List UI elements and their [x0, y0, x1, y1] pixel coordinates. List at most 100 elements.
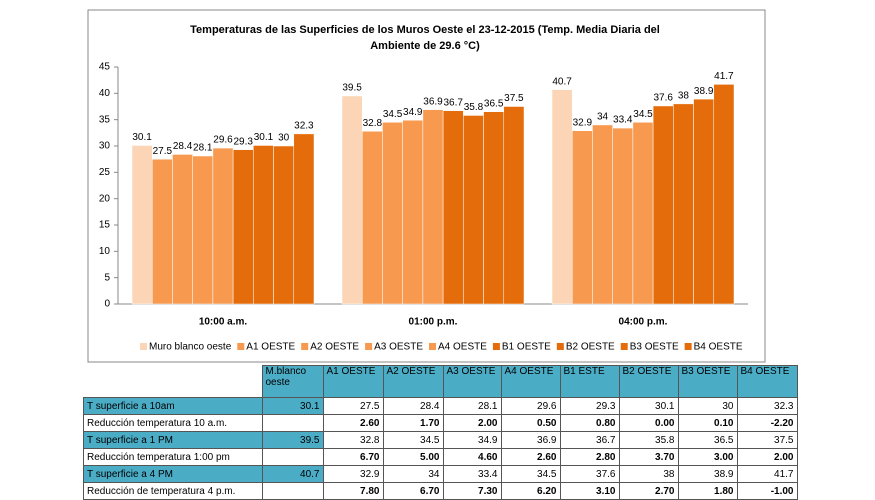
- bar: [293, 133, 315, 305]
- table-cell: -1.00: [736, 482, 798, 500]
- data-label: 38.9: [694, 86, 714, 97]
- table-cell: 2.60: [500, 448, 561, 466]
- bar: [483, 111, 505, 305]
- table-cell: 34.5: [382, 431, 444, 449]
- table-cell: 6.70: [382, 482, 444, 500]
- table-cell: 4.60: [442, 448, 502, 466]
- data-label: 38: [678, 91, 690, 102]
- y-tick-label: 45: [99, 62, 111, 73]
- bar: [592, 124, 613, 305]
- table-cell: 30.1: [618, 397, 679, 415]
- bar: [151, 158, 173, 305]
- table-cell: 37.6: [559, 465, 620, 483]
- data-label: 34: [597, 112, 609, 123]
- table-corner: [84, 366, 263, 398]
- legend-label: A1 OESTE: [246, 342, 295, 353]
- bar: [673, 103, 694, 305]
- bar: [442, 110, 464, 305]
- table-cell: 30.1: [261, 397, 324, 415]
- table-cell: 0.00: [618, 414, 679, 432]
- bar: [503, 106, 525, 305]
- table-cell: 2.00: [736, 448, 798, 466]
- data-label: 30.1: [132, 132, 152, 143]
- legend-swatch: [365, 343, 373, 350]
- column-header: A3 OESTE: [442, 365, 502, 398]
- table-cell: 2.00: [442, 414, 502, 432]
- y-tick-label: 35: [99, 114, 111, 125]
- data-label: 34.5: [633, 109, 653, 120]
- data-label: 36.5: [484, 98, 504, 109]
- table-cell: 33.4: [442, 465, 502, 483]
- column-header: B3 OESTE: [677, 365, 738, 398]
- table-cell: 6.20: [500, 482, 561, 500]
- table-cell: 32.3: [736, 397, 798, 415]
- column-header: B4 OESTE: [736, 365, 798, 398]
- table-cell: 6.70: [322, 448, 384, 466]
- table-cell: 2.60: [322, 414, 384, 432]
- y-tick-label: 25: [99, 167, 111, 178]
- bar: [402, 119, 424, 305]
- chart-title: Ambiente de 29.6 °C): [370, 40, 480, 52]
- bar: [652, 105, 674, 305]
- table-cell: 34.9: [442, 431, 502, 449]
- legend-swatch: [556, 343, 564, 350]
- table-cell: 3.10: [559, 482, 620, 500]
- bar: [192, 155, 214, 305]
- table-cell: 35.8: [618, 431, 679, 449]
- data-label: 40.7: [552, 76, 572, 87]
- bar: [713, 84, 735, 305]
- data-label: 37.5: [504, 93, 524, 104]
- chart-title: Temperaturas de las Superficies de los M…: [190, 24, 660, 36]
- table-cell: 37.5: [736, 431, 798, 449]
- x-tick-label: 01:00 p.m.: [409, 317, 458, 328]
- table-cell: 40.7: [261, 465, 324, 483]
- row-label: T superficie a 1 PM: [83, 431, 263, 449]
- bar: [232, 149, 254, 305]
- y-tick-label: 10: [99, 246, 111, 257]
- table-cell: 2.80: [559, 448, 620, 466]
- table-cell: 32.9: [322, 465, 384, 483]
- legend-swatch: [620, 343, 628, 350]
- table-row: T superficie a 10am 30.1 27.5 28.4 28.1 29.6 2…: [83, 397, 798, 415]
- table-cell: 3.00: [677, 448, 738, 466]
- table-cell: 39.5: [261, 431, 324, 449]
- bar: [551, 89, 573, 305]
- table-cell: [261, 414, 324, 432]
- table-row: Reducción de temperatura 4 p.m. 7.80 6.70 7…: [83, 482, 798, 500]
- chart: Temperaturas de las Superficies de los M…: [87, 9, 766, 363]
- bar: [693, 98, 715, 305]
- data-label: 28.1: [193, 143, 213, 154]
- data-label: 32.8: [363, 118, 383, 129]
- bar: [361, 131, 383, 305]
- column-header: A2 OESTE: [382, 365, 444, 398]
- x-tick-label: 10:00 a.m.: [199, 317, 248, 328]
- data-label: 36.7: [443, 97, 463, 108]
- table-cell: 36.5: [677, 431, 738, 449]
- row-label: Reducción temperatura 10 a.m.: [83, 414, 263, 432]
- bar: [131, 145, 153, 305]
- data-label: 27.5: [153, 146, 173, 157]
- bar: [253, 145, 274, 305]
- bar: [341, 95, 363, 305]
- table-cell: [261, 482, 324, 500]
- table-cell: 34.5: [500, 465, 561, 483]
- table-row: Reducción temperatura 1:00 pm 6.70 5.00 4.6…: [83, 448, 798, 466]
- table-cell: 32.8: [322, 431, 384, 449]
- table-cell: 38: [618, 465, 679, 483]
- data-label: 34.5: [383, 109, 403, 120]
- y-tick-label: 30: [99, 141, 111, 152]
- table-cell: 30: [677, 397, 738, 415]
- y-tick-label: 15: [99, 220, 111, 231]
- bar: [632, 122, 654, 305]
- table-cell: 27.5: [322, 397, 384, 415]
- data-label: 30: [278, 133, 290, 144]
- legend-label: B4 OESTE: [694, 342, 743, 353]
- table-cell: 28.1: [442, 397, 502, 415]
- data-label: 36.9: [423, 96, 443, 107]
- table-cell: 38.9: [677, 465, 738, 483]
- table-cell: 7.30: [442, 482, 502, 500]
- row-label: T superficie a 4 PM: [83, 465, 263, 483]
- row-label: T superficie a 10am: [83, 397, 263, 415]
- table-row: Reducción temperatura 10 a.m. 2.60 1.70 2.0…: [83, 414, 798, 432]
